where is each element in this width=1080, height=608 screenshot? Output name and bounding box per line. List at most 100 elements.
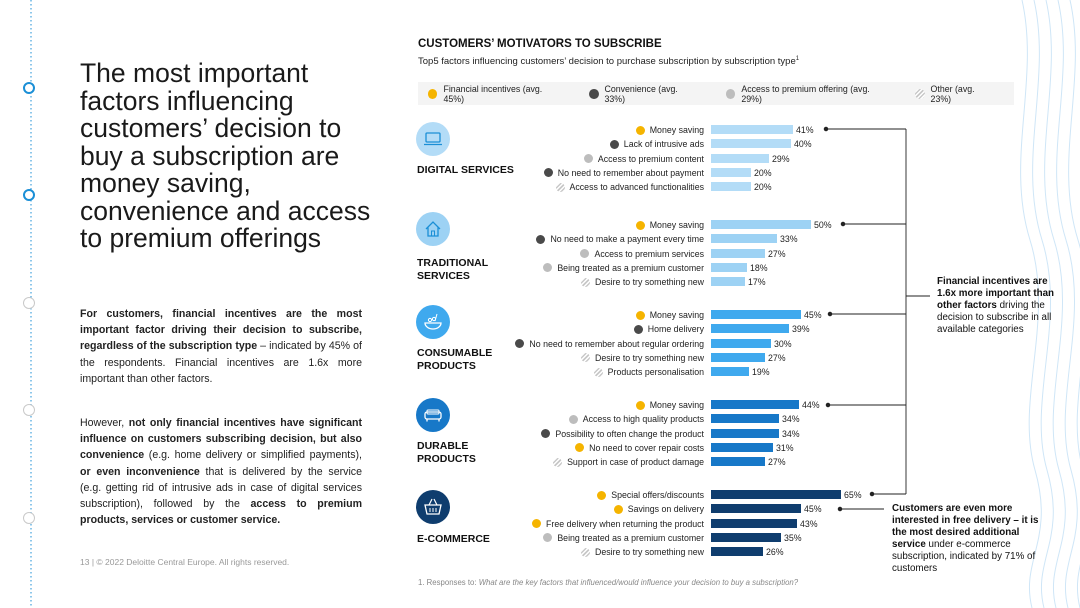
annotation-delivery-text: under e-commerce subscription, indicated… <box>892 539 1036 574</box>
data-label: 17% <box>748 277 766 288</box>
data-label: 18% <box>750 262 768 273</box>
paragraph-1: For customers, financial incentives are … <box>80 306 362 387</box>
legend-marker-financial <box>428 88 438 99</box>
data-label: 33% <box>780 234 798 245</box>
footnote-prefix: 1. Responses to: <box>418 578 479 587</box>
timeline-dot-2[interactable] <box>23 189 35 201</box>
data-label: 34% <box>782 414 800 425</box>
factor-dot-financial <box>635 125 645 135</box>
data-label: 40% <box>794 139 812 150</box>
footnote-question: What are the key factors that influenced… <box>478 578 799 587</box>
timeline-dot-3[interactable] <box>23 297 35 309</box>
factor-dot-premium <box>543 263 553 273</box>
annotation-delivery-bold: Customers are even more interested in fr… <box>892 503 1039 550</box>
factor-label: Special offers/discounts <box>611 490 704 500</box>
data-label: 27% <box>768 457 786 468</box>
data-label: 29% <box>772 153 790 164</box>
factor-label: Access to advanced functionalities <box>569 182 704 193</box>
bar <box>711 139 791 149</box>
chart-subtitle: Top5 factors influencing customers’ deci… <box>418 56 799 67</box>
category-label: CONSUMABLE PRODUCTS <box>417 347 493 372</box>
bar <box>711 277 745 287</box>
factor-dot-other <box>593 367 603 377</box>
factor-label: Support in case of product damage <box>567 457 704 468</box>
factor-label: No need to make a payment every time <box>550 234 704 245</box>
chart-legend: Financial incentives (avg. 45%) Convenie… <box>418 82 1014 105</box>
data-label: 35% <box>784 532 802 543</box>
legend-item-financial: Financial incentives (avg. 45%) <box>428 84 559 104</box>
factor-label: Access to premium services <box>594 248 704 259</box>
factor-label: Possibility to often change the product <box>555 428 704 439</box>
timeline-dot-4[interactable] <box>23 404 35 416</box>
paragraph-1-text: – indicated by 45% of the respondents. F… <box>80 340 362 385</box>
paragraph-2-text-3: that is delivered by the service (e.g. g… <box>80 465 362 511</box>
sofa-icon <box>416 398 450 432</box>
factor-dot-convenience <box>515 339 525 349</box>
data-label: 27% <box>768 352 786 363</box>
bar <box>711 338 771 348</box>
timeline-dot-1[interactable] <box>23 82 35 94</box>
factor-label: Products personalisation <box>607 367 704 378</box>
paragraph-2-text-2: (e.g. home delivery or simplified paymen… <box>144 449 362 462</box>
legend-label-other: Other (avg. 23%) <box>930 83 975 104</box>
annotation-financial-text: driving the decision to subscribe in all… <box>937 300 1052 335</box>
factor-label: Money saving <box>649 400 704 410</box>
factor-dot-other <box>580 547 590 557</box>
category-label: TRADITIONAL SERVICES <box>417 257 488 282</box>
factor-dot-premium <box>583 154 593 164</box>
timeline-dot-5[interactable] <box>23 512 35 524</box>
bar <box>711 324 789 334</box>
factor-dot-financial <box>597 490 607 500</box>
data-label: 19% <box>752 367 770 378</box>
paragraph-2-bold-1: not only financial incentives have signi… <box>80 417 363 462</box>
data-label: 26% <box>766 547 784 558</box>
factor-label: Access to high quality products <box>582 414 704 425</box>
factor-label: Money saving <box>649 310 704 320</box>
bar <box>711 532 781 542</box>
bar <box>711 182 751 192</box>
bar <box>711 490 841 499</box>
factor-dot-financial <box>532 519 542 529</box>
factor-label: Free delivery when returning the product <box>546 518 704 529</box>
data-label: 41% <box>796 125 814 135</box>
legend-item-convenience: Convenience (avg. 33%) <box>589 84 696 104</box>
chart-subtitle-footnote-mark: 1 <box>795 56 800 62</box>
category-label: DIGITAL SERVICES <box>417 164 514 176</box>
bar <box>711 352 765 362</box>
laptop-icon <box>416 122 450 156</box>
bar <box>711 367 749 377</box>
factor-dot-financial <box>575 443 585 453</box>
bar <box>711 167 751 177</box>
legend-item-premium: Access to premium offering (avg. 29%) <box>725 84 885 104</box>
legend-marker-other <box>915 88 925 99</box>
legend-label-financial: Financial incentives (avg. 45%) <box>443 83 543 104</box>
factor-label: Money saving <box>649 220 704 230</box>
bar <box>711 248 765 258</box>
bar <box>711 125 793 134</box>
bar <box>711 310 801 319</box>
factor-dot-financial <box>613 504 623 514</box>
headline: The most important factors influencing c… <box>80 58 371 253</box>
paragraph-2-bold-2: or even inconvenience <box>80 465 200 478</box>
bar <box>711 234 777 244</box>
data-label: 34% <box>782 428 800 439</box>
legend-marker-premium <box>725 88 736 99</box>
bar <box>711 400 799 409</box>
paragraph-2-bold-3: access to premium products, services or … <box>80 498 362 527</box>
basket-icon <box>416 490 450 524</box>
house-icon <box>416 212 450 246</box>
factor-label: No need to remember about payment <box>557 167 704 178</box>
data-label: 45% <box>804 504 822 515</box>
factor-dot-other <box>580 277 590 287</box>
data-label: 43% <box>800 518 818 529</box>
data-label: 44% <box>802 400 820 410</box>
bar <box>711 262 747 272</box>
factor-label: Being treated as a premium customer <box>557 262 704 273</box>
category-label: E-COMMERCE <box>417 533 490 545</box>
factor-dot-convenience <box>541 429 551 439</box>
factor-dot-premium <box>568 414 578 424</box>
page-footer: 13 | © 2022 Deloitte Central Europe. All… <box>80 557 290 567</box>
legend-marker-convenience <box>589 88 599 99</box>
data-label: 20% <box>754 167 772 178</box>
factor-dot-premium <box>580 249 590 259</box>
